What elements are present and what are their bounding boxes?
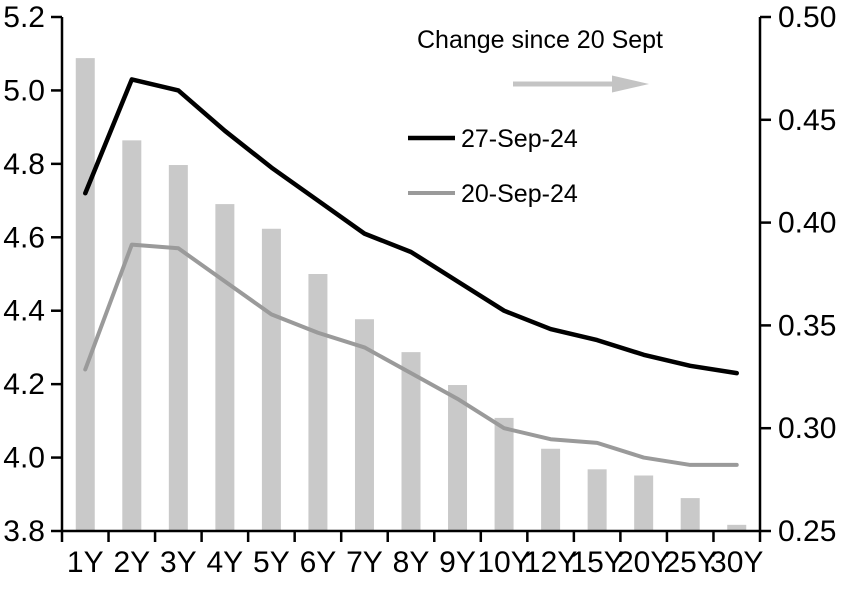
bar-change-since-20-sept [587,469,607,531]
x-axis-category-label: 8Y [393,546,430,579]
y-axis-left-tick-label: 5.0 [3,74,45,107]
right-arrow-icon [513,75,649,93]
x-axis-category-label: 7Y [346,546,383,579]
bar-change-since-20-sept [354,319,374,531]
y-axis-right-tick-label: 0.35 [778,309,836,342]
line-series-group [83,77,739,467]
y-axis-left-tick-label: 4.6 [3,221,45,254]
legend-label-27-sep: 27-Sep-24 [461,125,578,153]
bar-change-since-20-sept [401,352,421,531]
x-axis-category-label: 5Y [253,546,290,579]
arrow-head [612,75,649,93]
legend-entry-20-sep: 20-Sep-24 [408,180,578,208]
line-series-27-sep-24 [83,77,739,376]
x-axis-category-label: 3Y [160,546,197,579]
x-axis-category-label: 6Y [300,546,337,579]
x-axis-category-label: 2Y [113,546,150,579]
arrow-shaft [513,81,614,87]
bar-change-since-20-sept [122,140,142,532]
x-axis-category-label: 15Y [570,546,623,579]
legend-label-20-sep: 20-Sep-24 [461,180,578,208]
bar-change-since-20-sept [168,165,188,532]
legend-entry-27-sep: 27-Sep-24 [408,125,578,153]
y-axis-right-tick-label: 0.40 [778,207,836,240]
bar-change-since-20-sept [727,524,747,531]
bar-change-since-20-sept [261,228,281,531]
y-axis-left-tick-label: 4.2 [3,368,45,401]
x-axis-category-label: 25Y [664,546,717,579]
bar-change-since-20-sept [494,417,514,531]
y-axis-left-tick-label: 4.8 [3,148,45,181]
y-axis-left-tick-label: 4.4 [3,295,45,328]
bar-series-group [75,58,747,532]
x-axis-category-label: 12Y [524,546,577,579]
legend-title: Change since 20 Sept [417,26,663,54]
legend: Change since 20 Sept 27-Sep-24 20-Sep-24 [408,26,663,208]
x-axis-category-label: 10Y [477,546,530,579]
x-axis-category-label: 9Y [439,546,476,579]
y-axis-left-tick-label: 5.2 [3,1,45,34]
x-axis-category-label: 30Y [710,546,763,579]
x-axis-category-label: 20Y [617,546,670,579]
x-axis-category-label: 4Y [207,546,244,579]
bar-change-since-20-sept [448,385,468,531]
y-axis-left-tick-label: 3.8 [3,515,45,548]
line-series-20-sep-24 [83,242,739,467]
y-axis-right-tick-label: 0.30 [778,412,836,445]
y-axis-right-tick-label: 0.50 [778,1,836,34]
bar-change-since-20-sept [308,274,328,531]
bar-change-since-20-sept [680,498,700,531]
y-axis-right-tick-label: 0.25 [778,515,836,548]
y-axis-right-tick-label: 0.45 [778,104,836,137]
bar-change-since-20-sept [75,58,95,532]
bar-change-since-20-sept [541,448,561,531]
bar-change-since-20-sept [215,204,235,531]
y-axis-left-tick-label: 4.0 [3,442,45,475]
axes-group: 5.2 5.0 4.8 4.6 4.4 4.2 4.0 3.8 0.50 0.45 0.40 0.35… [3,1,836,579]
x-axis-category-label: 1Y [67,546,104,579]
bar-change-since-20-sept [634,475,654,531]
